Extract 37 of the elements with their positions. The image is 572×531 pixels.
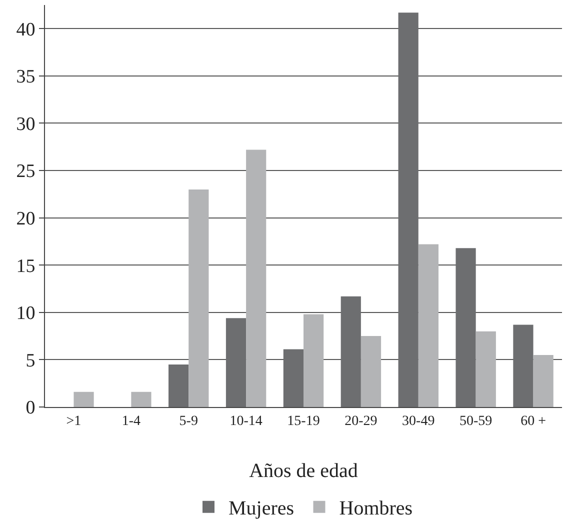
y-tick-label: 5 [26, 350, 36, 372]
bar [513, 324, 534, 407]
bar [226, 318, 246, 407]
bar [283, 349, 304, 407]
x-tick-label: 20-29 [344, 414, 378, 429]
y-tick-label: 30 [16, 114, 36, 135]
bar [360, 336, 382, 407]
x-tick-label: 60 + [520, 414, 546, 429]
x-tick-label: 15-19 [287, 414, 320, 429]
bar [74, 392, 94, 407]
x-tick-label: 5-9 [179, 414, 198, 429]
bar [418, 244, 438, 407]
bar [340, 296, 361, 407]
x-tick-label: >1 [66, 414, 82, 429]
bar [476, 331, 496, 407]
y-tick-label: 20 [16, 208, 36, 230]
bar [131, 392, 152, 407]
legend-label: Hombres [339, 498, 413, 520]
legend-label: Mujeres [228, 498, 294, 520]
bar [188, 189, 209, 407]
x-tick-label: 50-59 [459, 414, 492, 429]
y-tick-label: 25 [16, 161, 36, 182]
bar [304, 314, 324, 407]
bar [168, 364, 189, 407]
bar [246, 150, 266, 407]
y-tick-label: 35 [16, 66, 36, 88]
x-tick-label: 30-49 [402, 414, 435, 429]
bar [533, 354, 554, 407]
x-axis-title: Años de edad [249, 460, 358, 482]
y-tick-label: 40 [16, 19, 36, 40]
y-tick-label: 0 [26, 398, 36, 419]
x-tick-label: 10-14 [230, 414, 262, 429]
x-tick-label: 1-4 [122, 414, 141, 429]
y-tick-label: 15 [16, 256, 36, 277]
bar [456, 248, 476, 407]
y-tick-label: 10 [16, 303, 36, 324]
bar [398, 12, 418, 407]
